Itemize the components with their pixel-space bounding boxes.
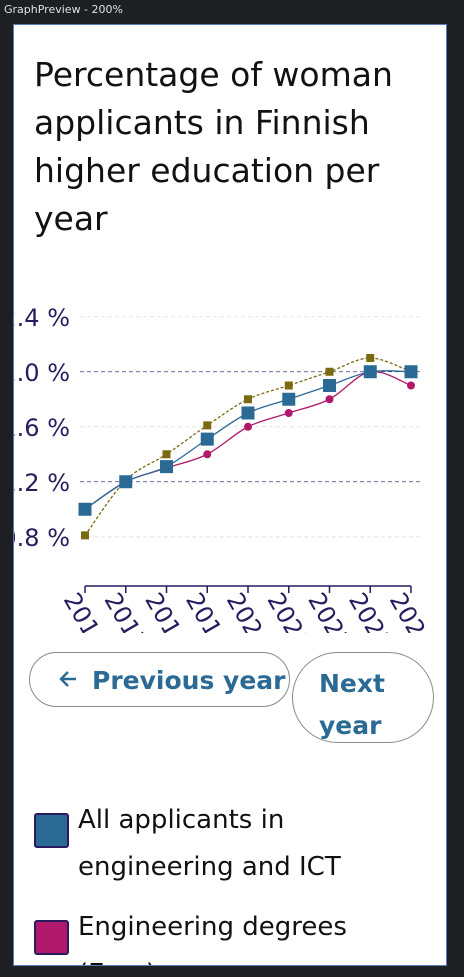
point <box>366 354 375 362</box>
point <box>200 432 214 446</box>
point <box>407 381 415 390</box>
legend-swatch <box>34 813 69 848</box>
point <box>119 475 133 489</box>
point <box>284 409 293 417</box>
next-button[interactable]: Next year <box>292 652 434 743</box>
legend-swatch <box>34 920 69 955</box>
point <box>282 392 296 406</box>
series-line <box>84 370 412 510</box>
x-tick-label: 2024 <box>384 588 439 633</box>
chart-title: Percentage of woman applicants in Finnis… <box>34 55 393 238</box>
chart: 20.8 %21.2 %21.6 %22.0 %22.4 %2016201720… <box>13 304 439 633</box>
series-line <box>84 370 412 510</box>
point <box>404 365 418 379</box>
y-tick-label: 22.0 % <box>13 359 70 387</box>
legend-item: All applicants in engineering and ICT <box>34 797 364 891</box>
point <box>363 365 377 379</box>
point <box>244 395 252 404</box>
next-label: Next year <box>319 669 385 740</box>
arrow-icon <box>59 671 76 687</box>
window-title: GraphPreview - 200% <box>4 3 123 16</box>
y-tick-label: 21.6 % <box>13 414 70 442</box>
y-tick-label: 21.2 % <box>13 469 70 497</box>
legend-label: All applicants in engineering and ICT <box>78 805 341 882</box>
previous-label: Previous year <box>92 666 286 695</box>
y-tick-label: 22.4 % <box>13 304 70 332</box>
point <box>325 395 334 404</box>
point <box>284 381 293 390</box>
point <box>203 450 212 459</box>
point <box>323 379 336 392</box>
point <box>78 502 92 516</box>
point <box>325 367 334 376</box>
y-tick-label: 20.8 % <box>13 524 70 552</box>
preview-panel: Percentage of woman applicants in Finnis… <box>13 24 447 966</box>
point <box>241 406 255 420</box>
point <box>81 531 89 540</box>
legend-label: Engineering degrees (Eng.) <box>78 912 347 965</box>
point <box>244 422 252 431</box>
point <box>203 421 212 430</box>
point <box>162 450 171 459</box>
series-line <box>84 357 412 536</box>
previous-button[interactable]: Previous year <box>29 652 290 707</box>
point <box>160 460 173 474</box>
legend-item: Engineering degrees (Eng.) <box>34 904 364 965</box>
